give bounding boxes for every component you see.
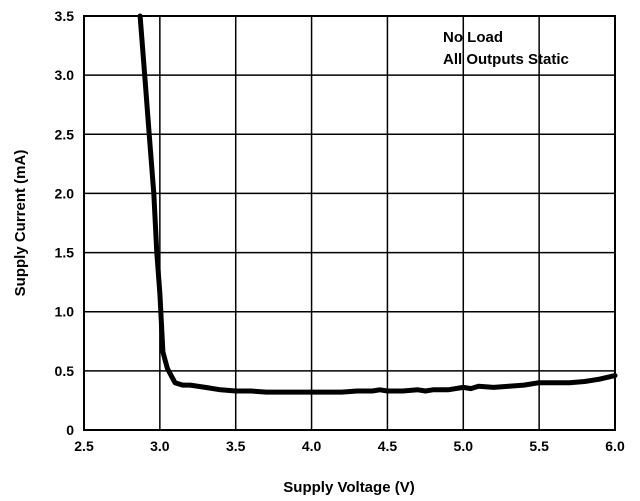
series-line xyxy=(137,13,618,395)
x-tick-label: 5.0 xyxy=(454,438,474,454)
annotation-no-load: No Load xyxy=(443,29,503,46)
x-tick-label: 6.0 xyxy=(605,438,625,454)
y-tick-label: 1.0 xyxy=(55,304,75,320)
x-tick-label: 4.0 xyxy=(302,438,322,454)
y-tick-label: 0.5 xyxy=(55,363,75,379)
plot-area-frame xyxy=(83,15,616,431)
x-tick-label: 3.5 xyxy=(226,438,246,454)
grid xyxy=(83,15,616,431)
y-tick-label: 3.0 xyxy=(55,67,75,83)
x-axis-title: Supply Voltage (V) xyxy=(283,479,414,496)
x-tick-labels: 2.5 3.0 3.5 4.0 4.5 5.0 5.5 6.0 xyxy=(74,438,625,454)
x-tick-label: 3.0 xyxy=(150,438,170,454)
x-tick-label: 4.5 xyxy=(378,438,398,454)
y-tick-label: 3.5 xyxy=(55,8,75,24)
x-tick-label: 2.5 xyxy=(74,438,94,454)
y-tick-label: 2.0 xyxy=(55,185,75,201)
y-tick-label: 0 xyxy=(66,422,74,438)
annotation-outputs-static: All Outputs Static xyxy=(443,51,569,68)
y-axis-title: Supply Current (mA) xyxy=(12,150,29,297)
x-tick-label: 5.5 xyxy=(529,438,549,454)
y-tick-labels: 0 0.5 1.0 1.5 2.0 2.5 3.0 3.5 xyxy=(55,8,75,438)
y-tick-label: 2.5 xyxy=(55,126,75,142)
y-tick-label: 1.5 xyxy=(55,245,75,261)
